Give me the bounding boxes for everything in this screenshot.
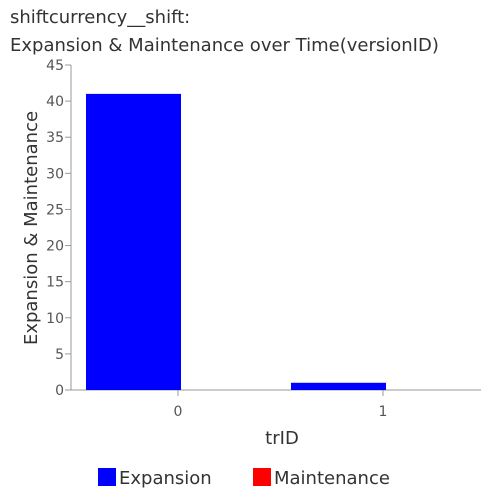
chart-title-line-1: shiftcurrency__shift:	[10, 7, 190, 28]
y-tick-label: 45	[46, 58, 64, 74]
legend-swatch-maintenance	[253, 468, 271, 486]
x-tick-label: 1	[379, 404, 388, 420]
y-tick-label: 25	[46, 202, 64, 218]
y-axis-title: Expansion & Maintenance	[21, 111, 42, 345]
y-tick-label: 40	[46, 94, 64, 110]
x-tick-label: 0	[174, 404, 183, 420]
bars	[86, 93, 386, 390]
legend-label-maintenance: Maintenance	[274, 468, 390, 489]
y-tick-label: 15	[46, 275, 64, 291]
y-tick-label: 0	[55, 383, 64, 399]
chart-title-line-2: Expansion & Maintenance over Time(versio…	[10, 35, 439, 56]
y-tick-label: 30	[46, 166, 64, 182]
legend-swatch-expansion	[98, 468, 116, 486]
y-tick-label: 20	[46, 239, 64, 255]
bar-expansion-0	[86, 93, 181, 390]
y-tick-label: 5	[55, 347, 64, 363]
bar-expansion-1	[291, 382, 386, 390]
tick-labels: 0 5 10 15 20 25 30 35 40 45 0 1	[46, 58, 387, 420]
y-tick-label: 10	[46, 311, 64, 327]
x-axis-title: trID	[265, 428, 299, 449]
legend: Expansion Maintenance	[98, 468, 390, 489]
chart-title: shiftcurrency__shift: Expansion & Mainte…	[10, 7, 439, 56]
legend-label-expansion: Expansion	[119, 468, 212, 489]
y-tick-label: 35	[46, 130, 64, 146]
